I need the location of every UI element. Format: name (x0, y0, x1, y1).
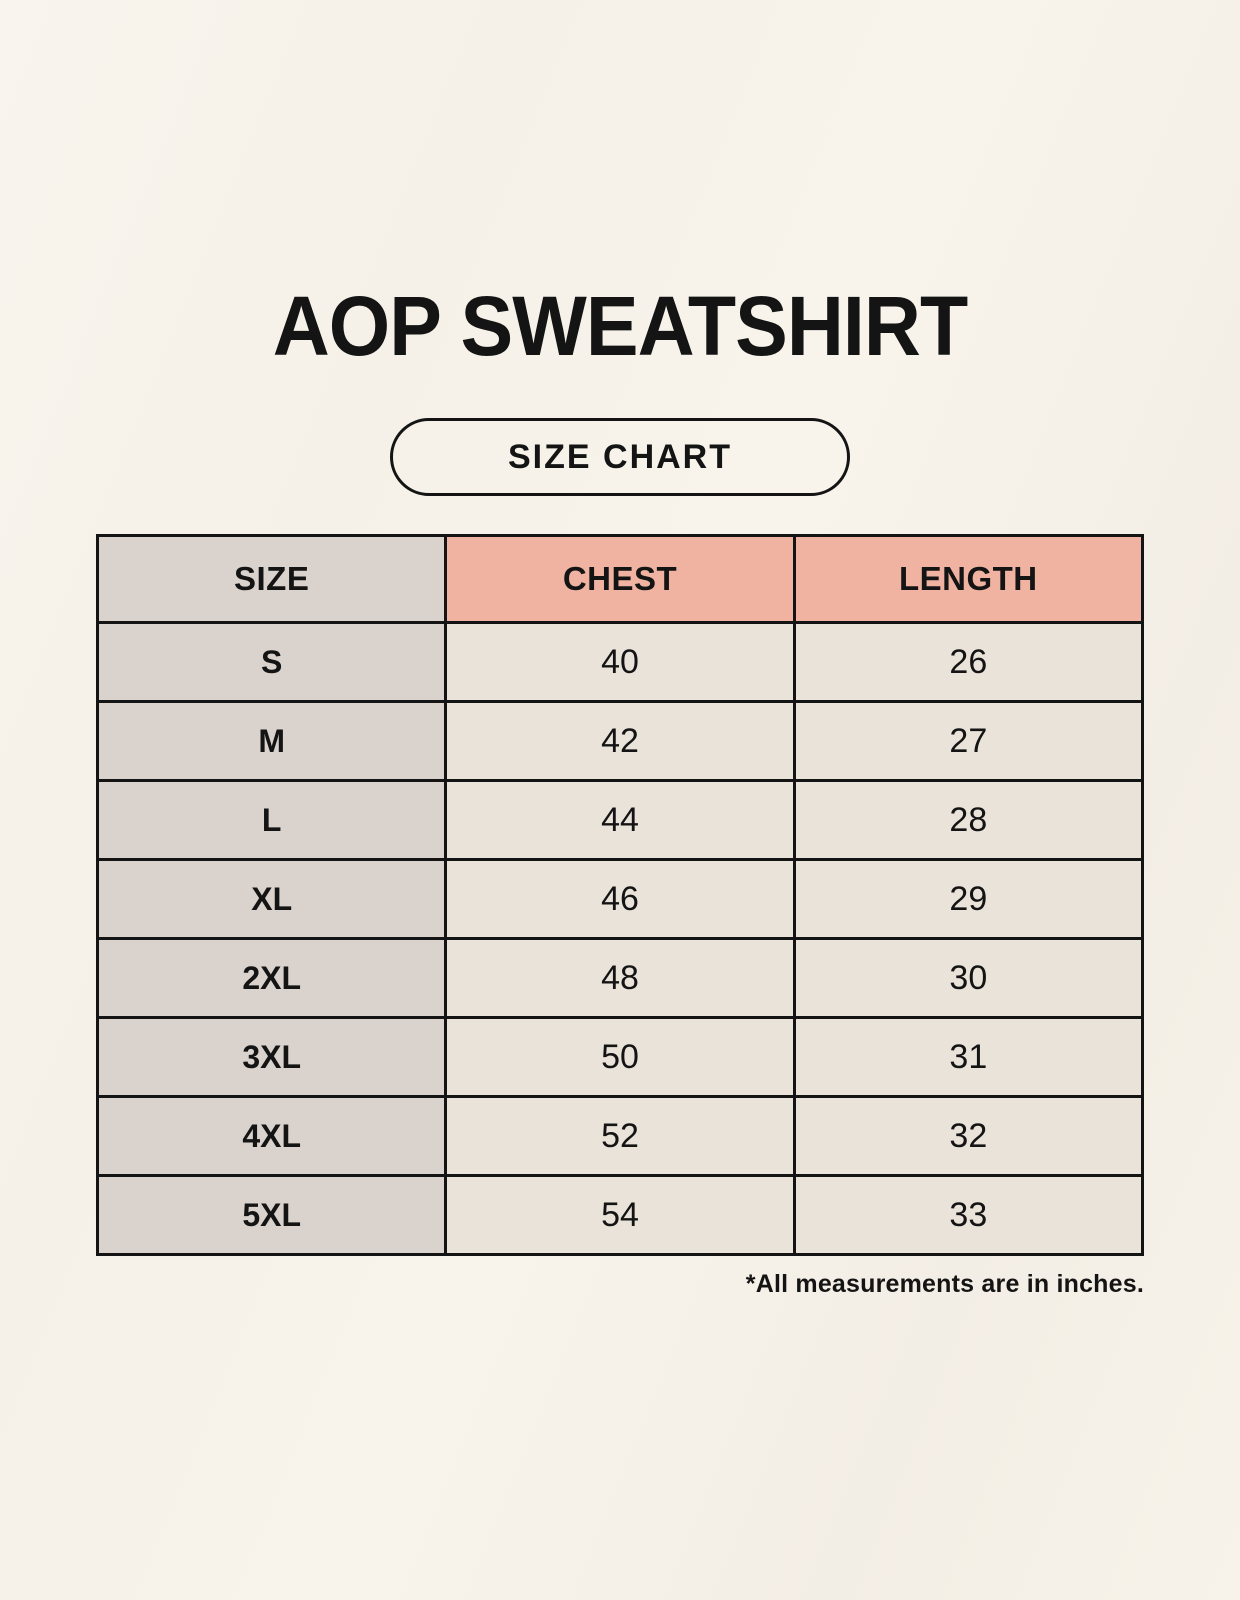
cell-chest: 48 (444, 937, 796, 1019)
cell-size: 2XL (95, 937, 448, 1019)
cell-chest: 44 (444, 779, 796, 861)
table-row: 3XL 50 31 (95, 1016, 1145, 1098)
cell-length: 28 (792, 779, 1145, 861)
size-chart-badge-label: SIZE CHART (508, 437, 732, 476)
cell-size: 3XL (95, 1016, 448, 1098)
cell-size: 5XL (95, 1174, 448, 1256)
cell-length: 31 (792, 1016, 1145, 1098)
cell-chest: 42 (444, 700, 796, 782)
cell-length: 29 (792, 858, 1145, 940)
cell-chest: 46 (444, 858, 796, 940)
table-row: M 42 27 (95, 700, 1145, 782)
measurements-footnote: *All measurements are in inches. (745, 1270, 1144, 1298)
cell-chest: 54 (444, 1174, 796, 1256)
column-header-size: SIZE (95, 534, 448, 624)
table-row: L 44 28 (95, 779, 1145, 861)
cell-size: L (95, 779, 448, 861)
page-title: AOP SWEATSHIRT (272, 279, 969, 373)
cell-length: 26 (792, 621, 1145, 703)
table-header-row: SIZE CHEST LENGTH (95, 534, 1145, 624)
size-table-body: S 40 26 M 42 27 L 44 28 XL 46 29 2XL 48 30 3XL 50 31 4XL 52… (95, 621, 1145, 1256)
cell-size: S (95, 621, 448, 703)
cell-size: XL (95, 858, 448, 940)
table-row: 4XL 52 32 (95, 1095, 1145, 1177)
column-header-chest: CHEST (444, 534, 796, 624)
cell-size: 4XL (95, 1095, 448, 1177)
size-chart-badge: SIZE CHART (390, 418, 850, 496)
column-header-length: LENGTH (792, 534, 1145, 624)
cell-length: 30 (792, 937, 1145, 1019)
table-row: 5XL 54 33 (95, 1174, 1145, 1256)
table-row: 2XL 48 30 (95, 937, 1145, 1019)
cell-length: 33 (792, 1174, 1145, 1256)
cell-length: 32 (792, 1095, 1145, 1177)
size-table: SIZE CHEST LENGTH S 40 26 M 42 27 L 44 28 XL 46 29 2… (95, 534, 1145, 1256)
size-table-container: SIZE CHEST LENGTH S 40 26 M 42 27 L 44 28 XL 46 29 2… (95, 534, 1145, 1256)
cell-length: 27 (792, 700, 1145, 782)
cell-chest: 52 (444, 1095, 796, 1177)
cell-chest: 40 (444, 621, 796, 703)
cell-chest: 50 (444, 1016, 796, 1098)
table-row: XL 46 29 (95, 858, 1145, 940)
cell-size: M (95, 700, 448, 782)
table-row: S 40 26 (95, 621, 1145, 703)
